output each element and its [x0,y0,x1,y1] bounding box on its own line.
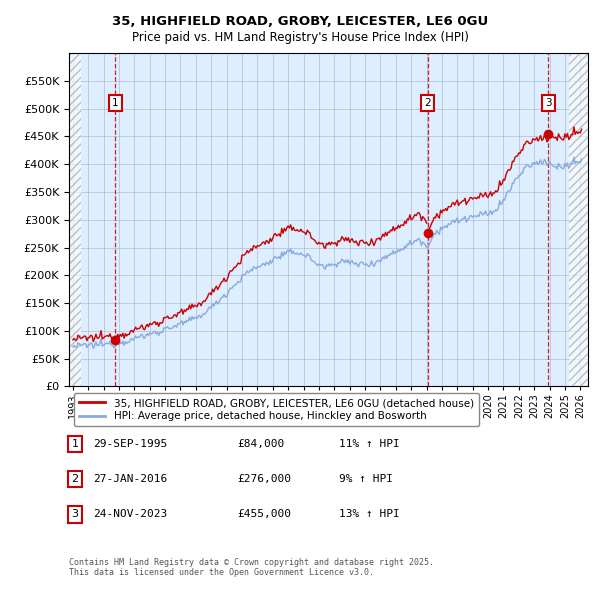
Text: 11% ↑ HPI: 11% ↑ HPI [339,439,400,448]
Text: Price paid vs. HM Land Registry's House Price Index (HPI): Price paid vs. HM Land Registry's House … [131,31,469,44]
Text: £84,000: £84,000 [237,439,284,448]
Bar [569,53,588,386]
Text: £455,000: £455,000 [237,510,291,519]
Text: 27-JAN-2016: 27-JAN-2016 [93,474,167,484]
Text: 9% ↑ HPI: 9% ↑ HPI [339,474,393,484]
Text: £276,000: £276,000 [237,474,291,484]
Text: 35, HIGHFIELD ROAD, GROBY, LEICESTER, LE6 0GU: 35, HIGHFIELD ROAD, GROBY, LEICESTER, LE… [112,15,488,28]
Text: 24-NOV-2023: 24-NOV-2023 [93,510,167,519]
Text: 3: 3 [545,98,551,108]
Text: 2: 2 [424,98,431,108]
Text: Contains HM Land Registry data © Crown copyright and database right 2025.
This d: Contains HM Land Registry data © Crown c… [69,558,434,577]
Bar [69,53,80,386]
Text: 3: 3 [71,510,79,519]
Text: 1: 1 [71,439,79,448]
Text: 29-SEP-1995: 29-SEP-1995 [93,439,167,448]
Text: 1: 1 [112,98,118,108]
Text: 13% ↑ HPI: 13% ↑ HPI [339,510,400,519]
Legend: 35, HIGHFIELD ROAD, GROBY, LEICESTER, LE6 0GU (detached house), HPI: Average pri: 35, HIGHFIELD ROAD, GROBY, LEICESTER, LE… [74,393,479,427]
Text: 2: 2 [71,474,79,484]
